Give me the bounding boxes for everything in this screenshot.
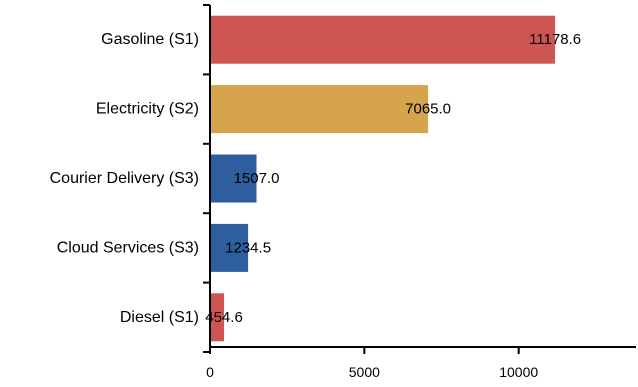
data-label: 11178.6 — [529, 31, 581, 48]
bar-1 — [210, 85, 429, 134]
category-label: Electricity (S2) — [96, 101, 199, 118]
category-label: Gasoline (S1) — [101, 31, 199, 48]
bars-group — [210, 15, 556, 342]
category-labels-group: Gasoline (S1) Electricity (S2) Courier Del… — [50, 31, 199, 326]
bar-2 — [210, 154, 257, 203]
data-label: 7065.0 — [405, 101, 451, 118]
data-label: 454.6 — [205, 309, 243, 326]
x-tick-label: 10000 — [499, 364, 538, 380]
bar-0 — [210, 15, 556, 64]
data-label: 1507.0 — [234, 170, 280, 187]
x-tick-label: 0 — [206, 364, 214, 380]
category-label: Diesel (S1) — [120, 309, 199, 326]
category-label: Cloud Services (S3) — [57, 239, 199, 256]
category-label: Courier Delivery (S3) — [50, 170, 199, 187]
bar-4 — [210, 293, 225, 342]
axes-group — [209, 5, 636, 348]
bar-3 — [210, 223, 249, 272]
data-label: 1234.5 — [225, 239, 271, 256]
x-tick-label: 5000 — [349, 364, 380, 380]
data-labels-group: 11178.6 7065.0 1507.0 1234.5 454.6 — [205, 31, 581, 326]
y-ticks-group — [203, 4, 210, 353]
x-ticks-group: 0 5000 10000 — [206, 347, 538, 380]
